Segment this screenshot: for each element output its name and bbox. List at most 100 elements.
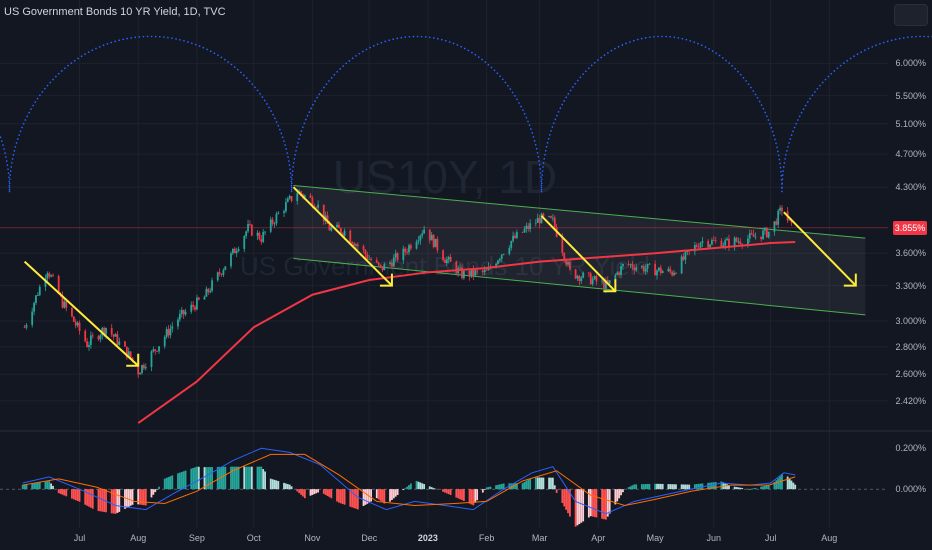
y-tick-label: 4.700% — [895, 149, 926, 160]
candle-body-267 — [733, 237, 736, 248]
macd-hist-bar-159 — [444, 489, 446, 493]
candle-body-87 — [256, 232, 259, 236]
candle-body-66 — [197, 297, 200, 300]
macd-hist-bar-61 — [182, 471, 185, 490]
candle-body-45 — [142, 365, 145, 369]
candle-body-9 — [48, 273, 51, 277]
candle-body-179 — [498, 258, 501, 261]
macd-hist-bar-167 — [462, 489, 465, 501]
candle-body-260 — [712, 240, 715, 241]
macd-hist-bar-279 — [762, 486, 764, 490]
candle-body-153 — [430, 234, 433, 241]
candle-body-155 — [434, 238, 437, 248]
macd-hist-bar-220 — [604, 489, 607, 520]
macd-hist-bar-219 — [603, 489, 605, 520]
macd-hist-bar-243 — [667, 484, 670, 490]
macd-hist-bar-122 — [343, 489, 346, 505]
y-tick-label: 5.500% — [895, 90, 926, 101]
candle-body-231 — [635, 267, 638, 271]
macd-hist-bar-28 — [97, 489, 100, 512]
macd-hist-bar-241 — [659, 483, 662, 490]
candle-body-232 — [640, 266, 643, 268]
candle-body-133 — [377, 262, 380, 265]
candle-body-31 — [105, 327, 107, 335]
macd-hist-bar-190 — [525, 480, 528, 490]
macd-hist-bar-270 — [737, 487, 740, 490]
candle-body-151 — [423, 229, 426, 234]
candle-body-33 — [112, 334, 115, 337]
candle-body-191 — [529, 223, 532, 230]
candle-body-83 — [245, 231, 248, 237]
candle-body-84 — [247, 223, 249, 232]
x-tick-label: Apr — [591, 533, 606, 543]
macd-hist-bar-113 — [322, 489, 325, 494]
macd-hist-bar-90 — [260, 466, 263, 490]
candle-body-17 — [71, 307, 73, 317]
candle-body-112 — [322, 204, 325, 222]
candle-body-142 — [402, 248, 405, 261]
macd-hist-bar-108 — [309, 489, 312, 496]
macd-hist-bar-132 — [370, 489, 373, 502]
macd-hist-bar-23 — [84, 489, 87, 505]
candle-body-88 — [258, 232, 261, 240]
macd-hist-bar-79 — [231, 466, 234, 490]
y-tick-label: 4.300% — [895, 182, 926, 193]
candle-body-16 — [65, 301, 68, 308]
x-tick-label: Sep — [188, 533, 205, 543]
macd-hist-bar-48 — [150, 489, 153, 498]
macd-hist-bar-210 — [578, 489, 581, 525]
channel-upper-line — [293, 184, 866, 239]
candle-body-147 — [415, 241, 418, 249]
macd-hist-bar-4 — [33, 483, 35, 490]
candle-body-200 — [553, 217, 556, 228]
macd-hist-bar-244 — [669, 484, 672, 490]
macd-hist-bar-189 — [523, 482, 526, 490]
layout-button[interactable] — [894, 4, 928, 26]
macd-hist-bar-286 — [779, 476, 781, 490]
candle-body-120 — [341, 233, 344, 236]
macd-hist-bar-154 — [430, 487, 433, 490]
candle-body-22 — [84, 330, 87, 342]
candle-body-239 — [657, 267, 660, 271]
macd-hist-bar-250 — [684, 484, 687, 490]
macd-hist-bar-240 — [657, 483, 660, 490]
candle-body-121 — [343, 230, 346, 236]
macd-hist-bar-271 — [739, 487, 742, 490]
candle-body-273 — [748, 233, 751, 239]
candle-body-107 — [309, 195, 312, 198]
macd-hist-bar-242 — [661, 483, 664, 490]
macd-hist-bar-128 — [362, 489, 365, 507]
candle-body-135 — [381, 266, 384, 271]
candle-body-128 — [364, 250, 367, 255]
candle-body-137 — [389, 262, 391, 264]
macd-hist-bar-237 — [648, 483, 651, 490]
candle-body-122 — [349, 230, 352, 242]
candle-body-233 — [642, 266, 645, 272]
macd-hist-bar-233 — [640, 484, 643, 490]
candle-body-215 — [593, 276, 596, 280]
candle-body-91 — [264, 231, 266, 233]
signal-line — [22, 453, 796, 507]
candle-body-212 — [587, 272, 590, 274]
candle-body-116 — [330, 227, 333, 231]
macd-hist-bar-24 — [86, 489, 88, 506]
candle-body-202 — [561, 236, 564, 254]
macd-hist-bar-150 — [419, 482, 422, 490]
candle-body-192 — [534, 222, 537, 224]
macd-hist-bar-232 — [635, 484, 638, 490]
candle-body-48 — [152, 349, 155, 352]
macd-hist-bar-75 — [220, 466, 223, 490]
candle-body-283 — [775, 221, 778, 225]
candle-body-4 — [35, 295, 37, 303]
macd-hist-bar-141 — [394, 489, 397, 497]
candle-body-240 — [659, 267, 662, 274]
candle-body-124 — [353, 243, 355, 246]
macd-hist-bar-239 — [656, 483, 658, 490]
candle-body-127 — [362, 246, 365, 251]
candle-body-123 — [351, 241, 354, 244]
macd-tick-label: 0.000% — [895, 484, 926, 495]
macd-hist-bar-67 — [197, 466, 200, 490]
macd-hist-bar-209 — [576, 489, 579, 526]
candle-body-125 — [355, 244, 357, 246]
